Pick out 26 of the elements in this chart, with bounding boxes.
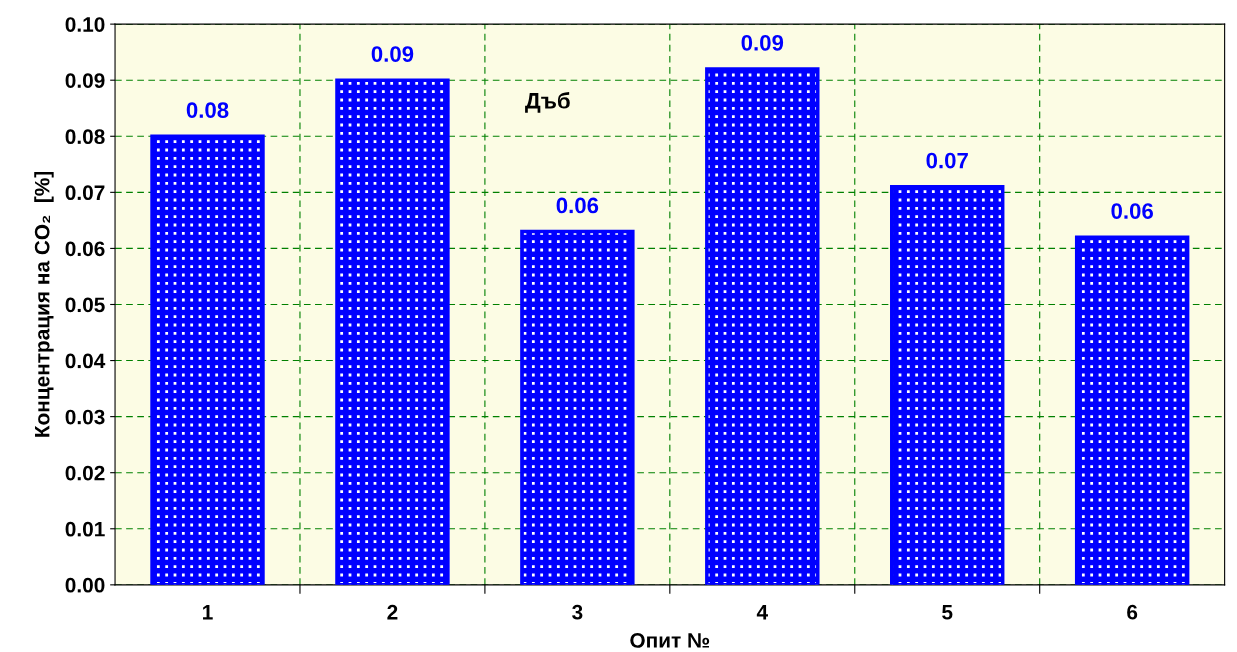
y-tick-label: 0.04 — [65, 353, 106, 369]
y-tick-label: 0.00 — [65, 577, 105, 593]
x-tick-label: 1 — [203, 605, 213, 620]
x-tick-label: 4 — [756, 605, 768, 620]
x-axis-title: Опит № — [630, 633, 710, 648]
data-label: 0.09 — [371, 46, 414, 62]
x-tick-label: 3 — [572, 604, 583, 620]
y-tick-label: 0.10 — [65, 17, 105, 32]
x-tick-label: 6 — [1127, 604, 1138, 620]
y-tick-label: 0.01 — [65, 521, 105, 537]
x-tick-label: 2 — [387, 604, 398, 620]
data-label: 0.07 — [926, 152, 968, 169]
data-label: 0.08 — [186, 102, 229, 118]
y-tick-label: 0.02 — [65, 465, 105, 481]
data-label: 0.06 — [556, 197, 599, 214]
y-tick-label: 0.08 — [65, 129, 105, 145]
y-tick-label: 0.06 — [65, 241, 105, 257]
x-tick-label: 5 — [942, 605, 953, 620]
y-tick-label: 0.03 — [65, 409, 105, 425]
y-tick-label: 0.05 — [65, 297, 105, 313]
data-label: 0.09 — [741, 34, 784, 51]
annotation: Дъб — [525, 92, 570, 113]
y-tick-label: 0.07 — [65, 185, 105, 201]
y-axis-title: Концентрация на CO₂ [%] — [34, 171, 54, 437]
y-tick-label: 0.09 — [65, 73, 105, 88]
data-label: 0.06 — [1111, 203, 1153, 219]
